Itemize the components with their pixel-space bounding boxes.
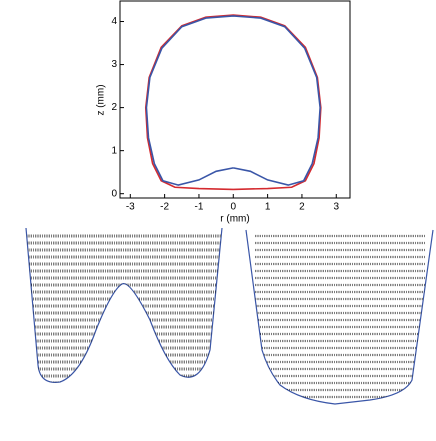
right-panel-outline xyxy=(245,229,434,405)
y-axis-label: z (mm) xyxy=(96,84,107,115)
x-tick-label: -1 xyxy=(195,202,204,213)
x-tick-label: 1 xyxy=(265,202,271,213)
y-tick-label: 3 xyxy=(111,59,117,70)
panels xyxy=(25,227,434,405)
x-tick-label: 2 xyxy=(299,202,305,213)
x-tick-label: -3 xyxy=(126,202,135,213)
line-series xyxy=(144,14,322,191)
x-tick-label: 0 xyxy=(231,202,237,213)
y-tick-label: 1 xyxy=(111,145,117,156)
plot-frame xyxy=(119,0,351,199)
line-series xyxy=(145,15,321,186)
x-tick-label: -2 xyxy=(160,202,169,213)
left-hatching xyxy=(26,234,222,383)
y-tick-label: 2 xyxy=(111,102,117,113)
y-tick-label: 4 xyxy=(111,16,117,27)
right-hatching xyxy=(255,234,425,399)
x-axis-label: r (mm) xyxy=(220,214,249,225)
x-tick-label: 3 xyxy=(333,202,339,213)
y-tick-label: 0 xyxy=(111,188,117,199)
